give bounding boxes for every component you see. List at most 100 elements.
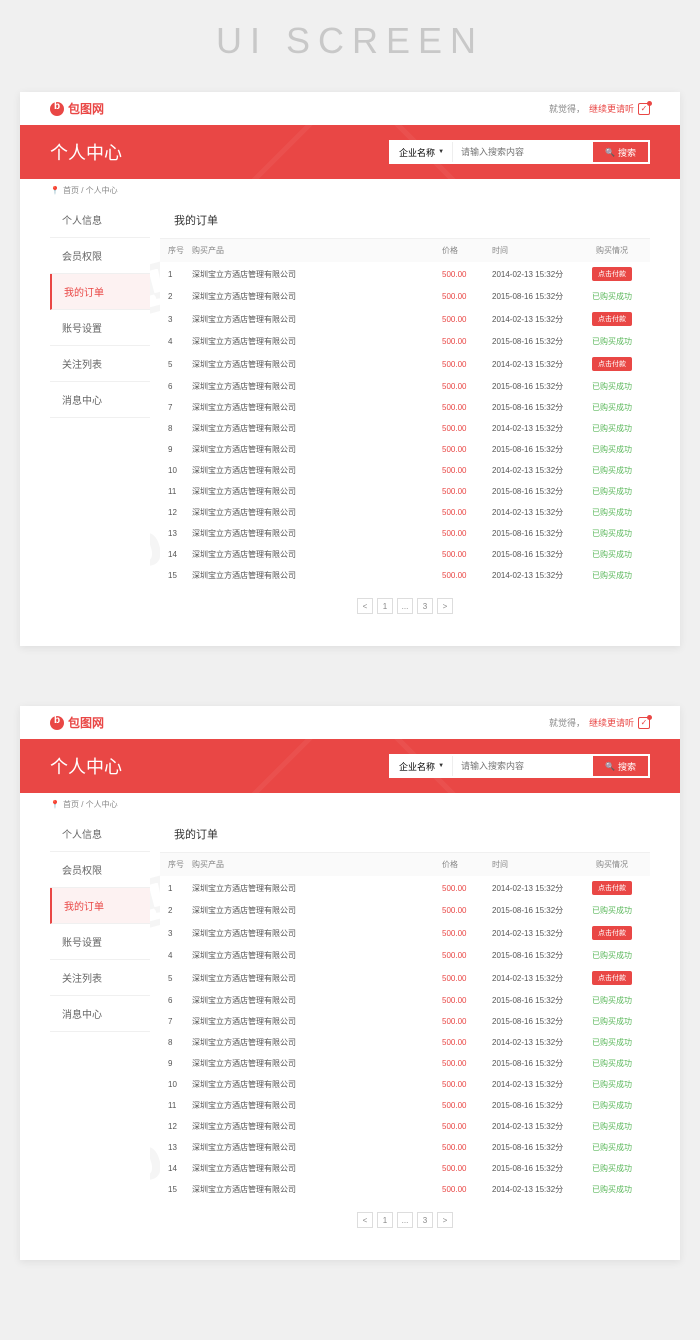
cell-no: 15 bbox=[168, 571, 192, 580]
table-row: 14深圳宝立方酒店管理有限公司500.002015-08-16 15:32分已购… bbox=[160, 1158, 650, 1179]
cell-time: 2015-08-16 15:32分 bbox=[492, 1058, 582, 1069]
sidebar-item[interactable]: 消息中心 bbox=[50, 996, 150, 1032]
page-button[interactable]: < bbox=[357, 598, 373, 614]
cell-product: 深圳宝立方酒店管理有限公司 bbox=[192, 950, 442, 961]
search-input[interactable] bbox=[453, 756, 593, 776]
pay-button[interactable]: 点击付款 bbox=[592, 926, 632, 940]
cell-price: 500.00 bbox=[442, 508, 492, 517]
search-button[interactable]: 搜索 bbox=[593, 756, 648, 776]
cell-product: 深圳宝立方酒店管理有限公司 bbox=[192, 336, 442, 347]
status-success: 已购买成功 bbox=[592, 337, 632, 346]
cell-no: 1 bbox=[168, 270, 192, 279]
page-button[interactable]: ... bbox=[397, 1212, 413, 1228]
pay-button[interactable]: 点击付款 bbox=[592, 357, 632, 371]
top-link[interactable]: 继续更请听 bbox=[589, 716, 634, 729]
page-button[interactable]: 3 bbox=[417, 1212, 433, 1228]
cell-time: 2014-02-13 15:32分 bbox=[492, 465, 582, 476]
sidebar-item[interactable]: 我的订单 bbox=[50, 274, 150, 310]
table-row: 1深圳宝立方酒店管理有限公司500.002014-02-13 15:32分点击付… bbox=[160, 262, 650, 286]
page-button[interactable]: 1 bbox=[377, 598, 393, 614]
sidebar-item[interactable]: 关注列表 bbox=[50, 960, 150, 996]
table-row: 4深圳宝立方酒店管理有限公司500.002015-08-16 15:32分已购买… bbox=[160, 945, 650, 966]
sidebar-item[interactable]: 账号设置 bbox=[50, 310, 150, 346]
search-dropdown[interactable]: 企业名称 bbox=[391, 142, 453, 162]
cell-status: 已购买成功 bbox=[582, 402, 642, 413]
cell-no: 4 bbox=[168, 951, 192, 960]
check-icon[interactable]: ✓ bbox=[638, 103, 650, 115]
sidebar-item[interactable]: 我的订单 bbox=[50, 888, 150, 924]
cell-status: 已购买成功 bbox=[582, 1058, 642, 1069]
cell-price: 500.00 bbox=[442, 466, 492, 475]
cell-time: 2015-08-16 15:32分 bbox=[492, 905, 582, 916]
greeting-text: 就觉得， bbox=[549, 716, 585, 729]
page-button[interactable]: ... bbox=[397, 598, 413, 614]
pay-button[interactable]: 点击付款 bbox=[592, 267, 632, 281]
page-button[interactable]: > bbox=[437, 1212, 453, 1228]
check-icon[interactable]: ✓ bbox=[638, 717, 650, 729]
cell-product: 深圳宝立方酒店管理有限公司 bbox=[192, 486, 442, 497]
cell-time: 2014-02-13 15:32分 bbox=[492, 314, 582, 325]
status-success: 已购买成功 bbox=[592, 1122, 632, 1131]
cell-no: 14 bbox=[168, 550, 192, 559]
table-row: 15深圳宝立方酒店管理有限公司500.002014-02-13 15:32分已购… bbox=[160, 1179, 650, 1200]
cell-price: 500.00 bbox=[442, 382, 492, 391]
table-row: 15深圳宝立方酒店管理有限公司500.002014-02-13 15:32分已购… bbox=[160, 565, 650, 586]
main-panel: 我的订单 序号 购买产品 价格 时间 购买情况 1深圳宝立方酒店管理有限公司50… bbox=[160, 202, 650, 626]
cell-status: 已购买成功 bbox=[582, 549, 642, 560]
sidebar-item[interactable]: 关注列表 bbox=[50, 346, 150, 382]
status-success: 已购买成功 bbox=[592, 1059, 632, 1068]
cell-product: 深圳宝立方酒店管理有限公司 bbox=[192, 1121, 442, 1132]
table-row: 9深圳宝立方酒店管理有限公司500.002015-08-16 15:32分已购买… bbox=[160, 1053, 650, 1074]
cell-price: 500.00 bbox=[442, 270, 492, 279]
top-link[interactable]: 继续更请听 bbox=[589, 102, 634, 115]
pay-button[interactable]: 点击付款 bbox=[592, 881, 632, 895]
col-header-product: 购买产品 bbox=[192, 859, 442, 870]
col-header-time: 时间 bbox=[492, 245, 582, 256]
status-success: 已购买成功 bbox=[592, 1080, 632, 1089]
cell-price: 500.00 bbox=[442, 1122, 492, 1131]
search-dropdown[interactable]: 企业名称 bbox=[391, 756, 453, 776]
cell-time: 2014-02-13 15:32分 bbox=[492, 359, 582, 370]
logo-text: 包图网 bbox=[68, 714, 104, 731]
top-right-nav: 就觉得， 继续更请听 ✓ bbox=[549, 716, 650, 729]
cell-no: 1 bbox=[168, 884, 192, 893]
table-row: 11深圳宝立方酒店管理有限公司500.002015-08-16 15:32分已购… bbox=[160, 481, 650, 502]
pay-button[interactable]: 点击付款 bbox=[592, 312, 632, 326]
page-button[interactable]: 3 bbox=[417, 598, 433, 614]
sidebar-item[interactable]: 个人信息 bbox=[50, 202, 150, 238]
search-button[interactable]: 搜索 bbox=[593, 142, 648, 162]
mockup-preview-1: b 包图网 b 包图网 b 包图网 包图网 就觉得， 继续更请听 ✓ 个人中心 … bbox=[20, 92, 680, 646]
cell-product: 深圳宝立方酒店管理有限公司 bbox=[192, 1079, 442, 1090]
sidebar-item[interactable]: 消息中心 bbox=[50, 382, 150, 418]
cell-status: 已购买成功 bbox=[582, 1016, 642, 1027]
sidebar-item[interactable]: 会员权限 bbox=[50, 852, 150, 888]
logo[interactable]: 包图网 bbox=[50, 100, 104, 117]
cell-no: 4 bbox=[168, 337, 192, 346]
sidebar-item[interactable]: 账号设置 bbox=[50, 924, 150, 960]
page-button[interactable]: < bbox=[357, 1212, 373, 1228]
table-row: 6深圳宝立方酒店管理有限公司500.002015-08-16 15:32分已购买… bbox=[160, 990, 650, 1011]
page-heading: UI SCREEN bbox=[0, 20, 700, 62]
status-success: 已购买成功 bbox=[592, 424, 632, 433]
cell-no: 10 bbox=[168, 466, 192, 475]
content-area: 个人信息会员权限我的订单账号设置关注列表消息中心 我的订单 序号 购买产品 价格… bbox=[20, 816, 680, 1260]
sidebar-item[interactable]: 会员权限 bbox=[50, 238, 150, 274]
page-button[interactable]: > bbox=[437, 598, 453, 614]
page-button[interactable]: 1 bbox=[377, 1212, 393, 1228]
greeting-text: 就觉得， bbox=[549, 102, 585, 115]
cell-product: 深圳宝立方酒店管理有限公司 bbox=[192, 995, 442, 1006]
col-header-no: 序号 bbox=[168, 245, 192, 256]
cell-no: 5 bbox=[168, 360, 192, 369]
cell-status: 点击付款 bbox=[582, 357, 642, 371]
pay-button[interactable]: 点击付款 bbox=[592, 971, 632, 985]
cell-no: 12 bbox=[168, 1122, 192, 1131]
table-row: 1深圳宝立方酒店管理有限公司500.002014-02-13 15:32分点击付… bbox=[160, 876, 650, 900]
sidebar-item[interactable]: 个人信息 bbox=[50, 816, 150, 852]
cell-product: 深圳宝立方酒店管理有限公司 bbox=[192, 269, 442, 280]
cell-product: 深圳宝立方酒店管理有限公司 bbox=[192, 359, 442, 370]
search-input[interactable] bbox=[453, 142, 593, 162]
logo[interactable]: 包图网 bbox=[50, 714, 104, 731]
pagination: <1...3> bbox=[160, 1200, 650, 1240]
col-header-no: 序号 bbox=[168, 859, 192, 870]
cell-price: 500.00 bbox=[442, 571, 492, 580]
